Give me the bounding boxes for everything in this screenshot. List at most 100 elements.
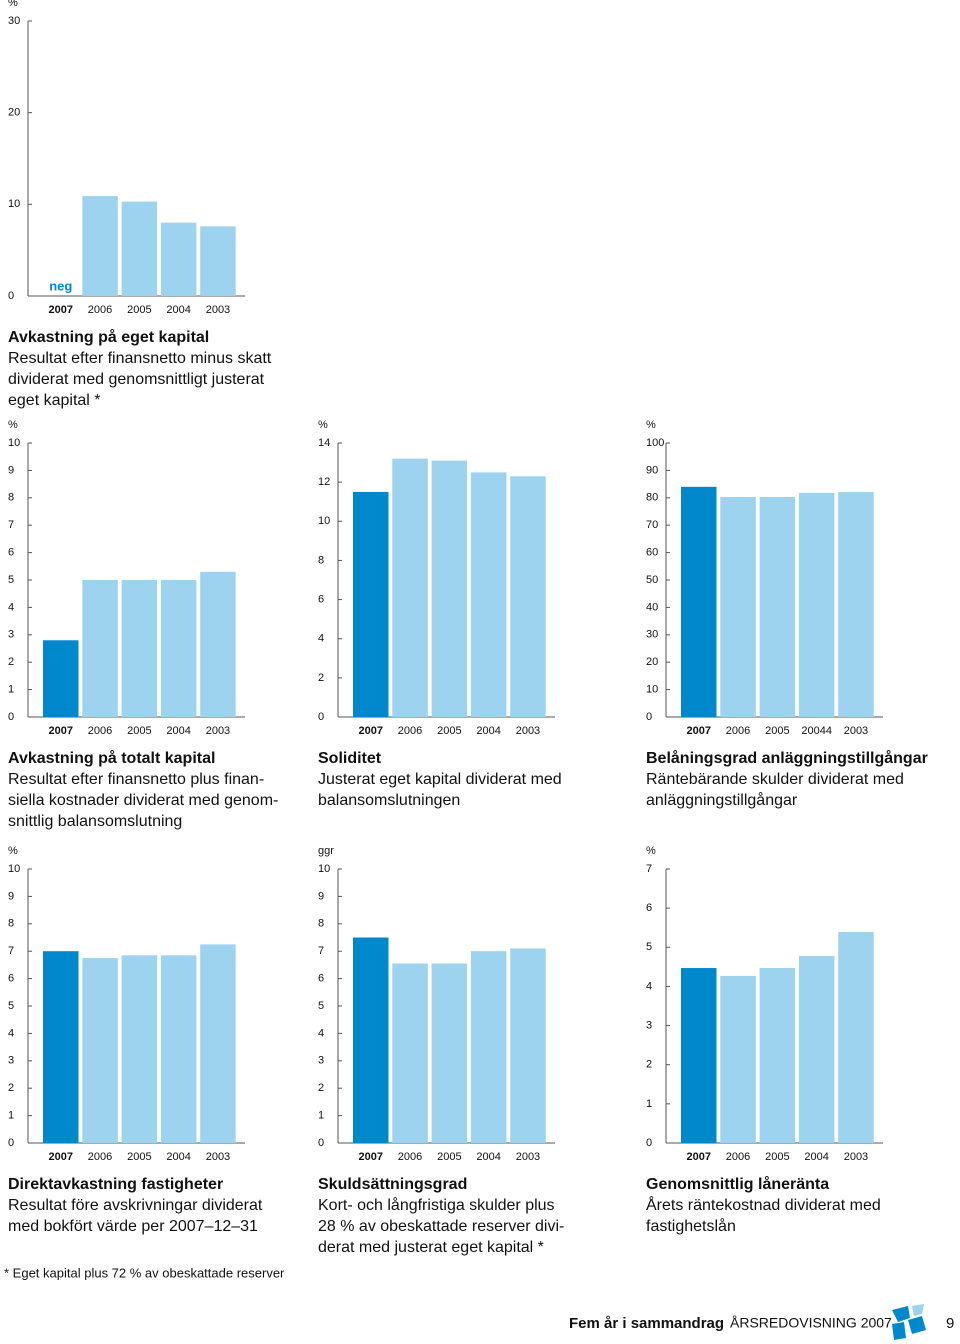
chart-description: Resultat efter finansnetto plus finan- (8, 771, 264, 788)
y-unit: % (318, 419, 328, 431)
bar (681, 486, 717, 717)
y-tick-label: 3 (8, 629, 14, 641)
y-tick-label: 1 (8, 1110, 14, 1122)
chart-description: med bokfört värde per 2007–12–31 (8, 1218, 258, 1235)
chart-title: Avkastning på eget kapital (8, 328, 209, 346)
y-tick-label: 70 (646, 519, 658, 531)
chart-title: Direktavkastning fastigheter (8, 1176, 223, 1193)
y-tick-label: 12 (318, 476, 330, 488)
y-tick-label: 0 (318, 1137, 324, 1149)
x-tick-label: 2003 (844, 725, 868, 737)
x-tick-label: 2006 (88, 725, 112, 737)
y-unit: % (646, 419, 656, 431)
chart-description: fastighetslån (646, 1217, 736, 1235)
footer-section: Fem år i sammandrag (569, 1315, 724, 1332)
x-tick-label: 2004 (476, 1151, 500, 1163)
x-tick-label: 2006 (726, 1151, 750, 1163)
y-tick-label: 10 (318, 863, 330, 875)
y-tick-label: 10 (646, 684, 658, 696)
y-tick-label: 9 (8, 464, 14, 476)
y-tick-label: 80 (646, 492, 658, 504)
chart-description: Resultat före avskrivningar dividerat (8, 1197, 263, 1214)
logo (892, 1304, 926, 1340)
bar (392, 963, 428, 1143)
bar (720, 975, 756, 1143)
bar (43, 640, 79, 717)
bar (431, 963, 468, 1143)
y-tick-label: 0 (318, 711, 324, 723)
bar (798, 492, 835, 717)
chart-description: Justerat eget kapital dividerat med (318, 771, 562, 788)
y-tick-label: 4 (318, 633, 324, 645)
y-tick-label: 1 (646, 1098, 652, 1110)
bar (431, 460, 468, 717)
y-tick-label: 8 (318, 918, 324, 930)
x-tick-label: 2007 (359, 725, 383, 737)
bar (43, 951, 79, 1143)
x-tick-label: 2003 (516, 1151, 540, 1163)
y-tick-label: 7 (8, 945, 14, 957)
chart-title: Skuldsättningsgrad (318, 1176, 467, 1193)
x-tick-label: 2005 (765, 1151, 789, 1163)
y-tick-label: 6 (646, 902, 652, 914)
x-tick-label: 2003 (206, 1151, 230, 1163)
x-tick-label: 2007 (49, 304, 73, 316)
x-tick-label: 2006 (726, 725, 750, 737)
chart-description: balansomslutningen (318, 792, 460, 809)
chart-description: dividerat med genomsnittligt justerat (8, 371, 265, 388)
y-tick-label: 0 (646, 711, 652, 723)
y-tick-label: 0 (8, 1137, 14, 1149)
x-tick-label: 2007 (359, 1151, 383, 1163)
y-tick-label: 9 (318, 890, 324, 902)
chart-title: Belåningsgrad anläggningstillgångar (646, 749, 928, 767)
x-tick-label: 2005 (127, 1151, 151, 1163)
y-tick-label: 100 (646, 437, 664, 449)
x-tick-label: 2004 (804, 1151, 828, 1163)
x-tick-label: 2007 (687, 725, 711, 737)
x-tick-label: 2007 (49, 725, 73, 737)
bar (798, 955, 835, 1143)
y-tick-label: 4 (318, 1027, 324, 1039)
y-tick-label: 40 (646, 601, 658, 613)
x-tick-label: 2007 (49, 1151, 73, 1163)
x-tick-label: 2003 (516, 725, 540, 737)
x-tick-label: 2006 (88, 304, 112, 316)
y-tick-label: 2 (8, 1082, 14, 1094)
x-tick-label: 2003 (206, 304, 230, 316)
footer-publication: ÅRSREDOVISNING 2007 (730, 1315, 892, 1331)
y-tick-label: 3 (8, 1055, 14, 1067)
bar (121, 580, 158, 717)
y-tick-label: 7 (646, 863, 652, 875)
x-tick-label: 2005 (127, 304, 151, 316)
bar (392, 458, 428, 717)
y-tick-label: 50 (646, 574, 658, 586)
chart-description: eget kapital * (8, 392, 101, 409)
y-tick-label: 60 (646, 547, 658, 559)
x-tick-label: 20044 (801, 725, 832, 737)
x-tick-label: 2004 (166, 304, 190, 316)
bar (82, 958, 118, 1143)
y-tick-label: 6 (318, 973, 324, 985)
x-tick-label: 2004 (166, 725, 190, 737)
x-tick-label: 2005 (437, 725, 461, 737)
y-tick-label: 0 (8, 711, 14, 723)
bar (838, 492, 874, 717)
bar (470, 951, 507, 1143)
footnote: * Eget kapital plus 72 % av obeskattade … (4, 1265, 285, 1280)
chart-description: Kort- och långfristiga skulder plus (318, 1196, 555, 1214)
y-tick-label: 2 (318, 672, 324, 684)
bar (353, 491, 389, 717)
x-tick-label: 2006 (398, 725, 422, 737)
y-tick-label: 3 (318, 1055, 324, 1067)
chart-title: Soliditet (318, 750, 382, 767)
y-tick-label: 5 (8, 1000, 14, 1012)
y-tick-label: 9 (8, 890, 14, 902)
y-tick-label: 20 (8, 107, 20, 119)
y-tick-label: 1 (318, 1110, 324, 1122)
x-tick-label: 2006 (88, 1151, 112, 1163)
chart-description: derat med justerat eget kapital * (318, 1239, 544, 1256)
page-number: 9 (946, 1315, 954, 1332)
y-tick-label: 2 (646, 1059, 652, 1071)
y-tick-label: 2 (318, 1082, 324, 1094)
y-tick-label: 8 (318, 554, 324, 566)
